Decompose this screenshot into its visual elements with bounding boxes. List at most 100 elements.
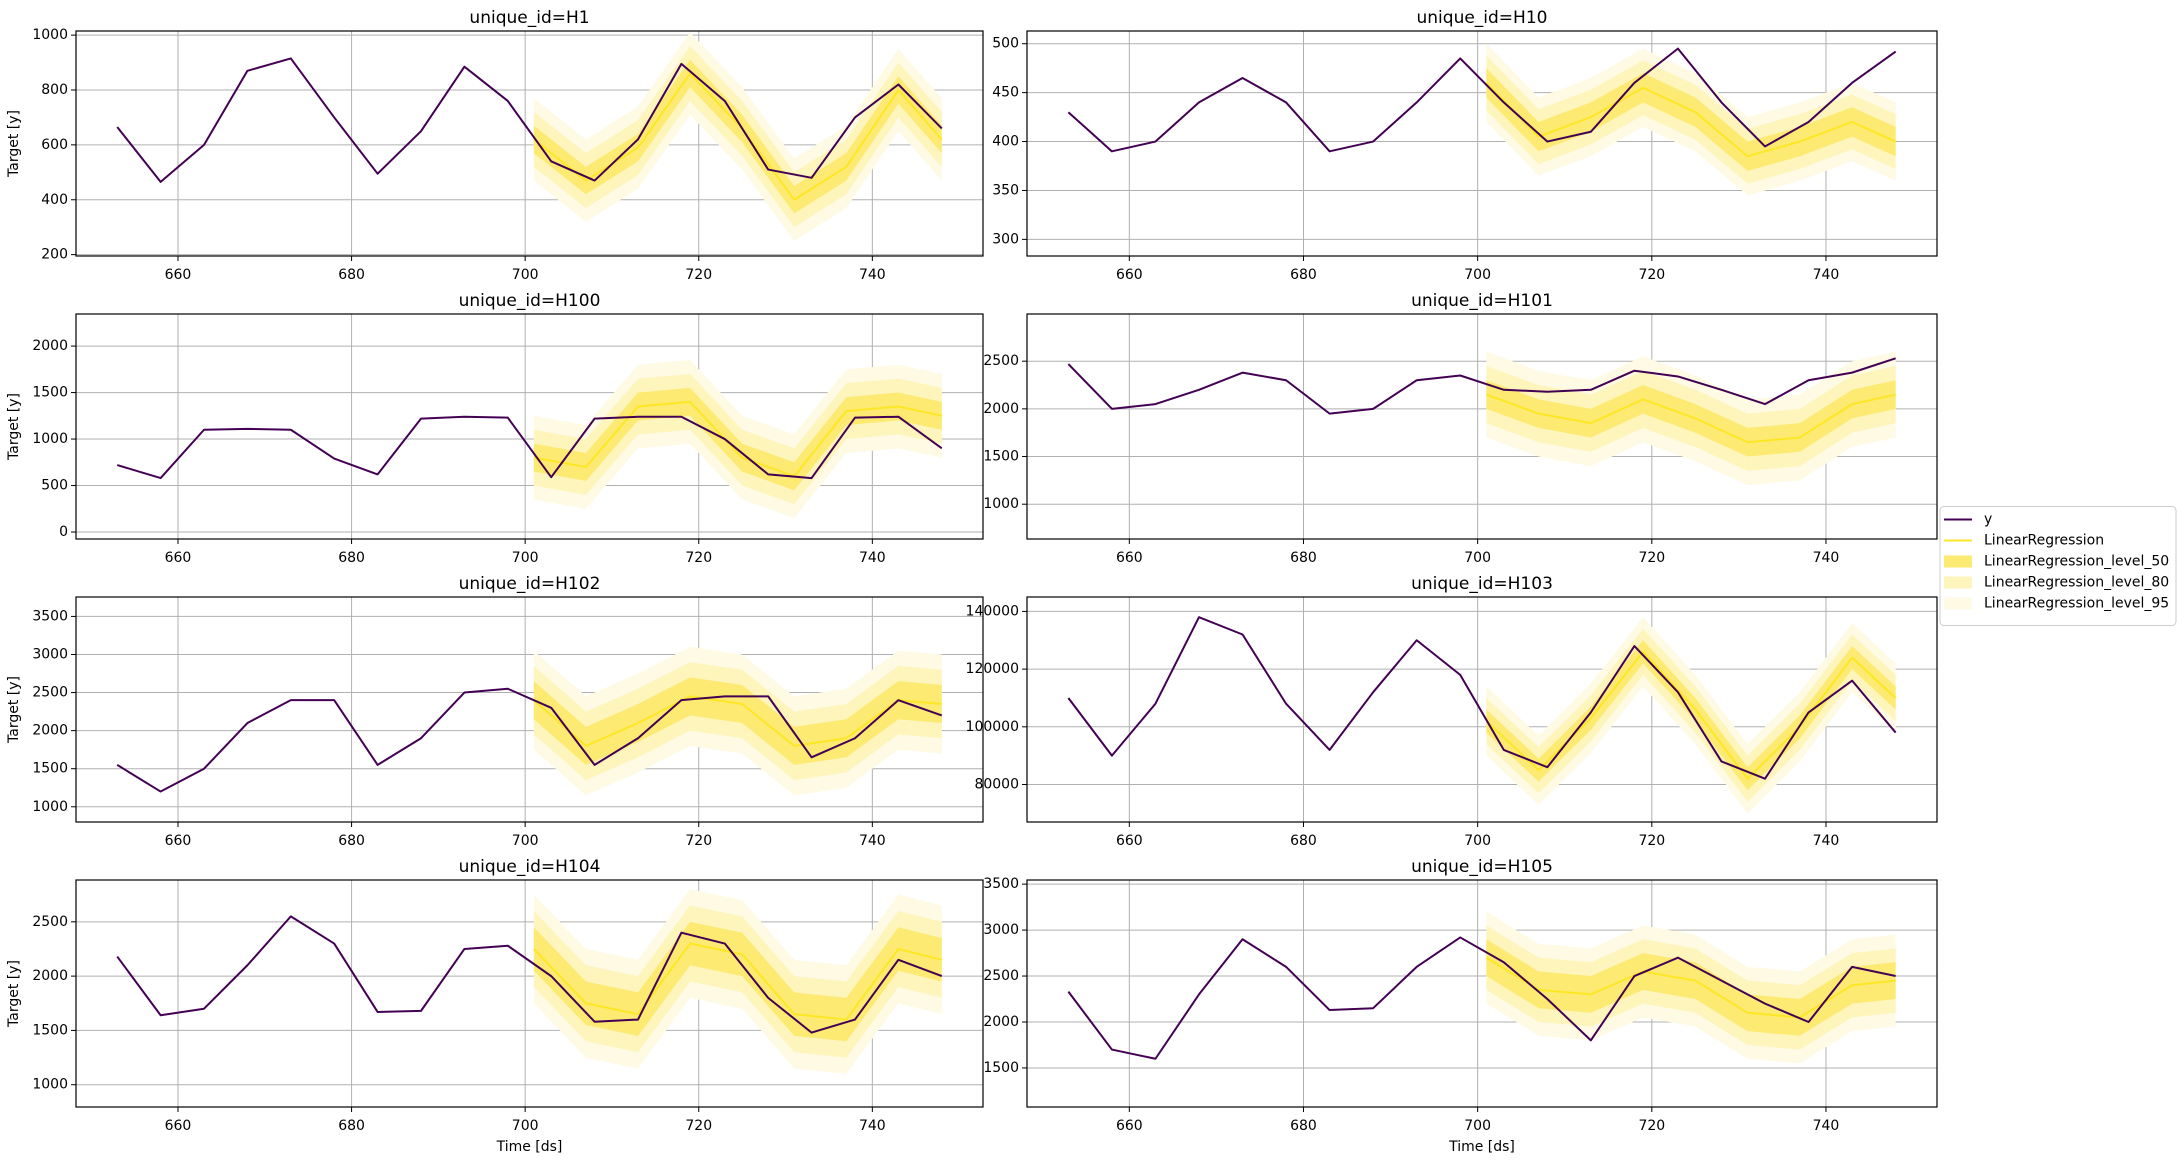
y-tick-label: 600 <box>41 137 68 153</box>
y-tick-label: 2000 <box>983 1014 1019 1030</box>
x-tick-label: 700 <box>1464 1118 1491 1134</box>
series-line <box>116 57 943 183</box>
axes-frame <box>75 313 984 540</box>
y-tick-label: 2000 <box>32 338 68 354</box>
x-tick-label: 740 <box>1813 833 1840 849</box>
interval-band <box>1486 68 1896 171</box>
axes-frame <box>1026 313 1938 540</box>
subplot-title: unique_id=H105 <box>1411 857 1553 877</box>
series-line <box>1067 936 1896 1060</box>
y-tick-label: 2500 <box>32 685 68 701</box>
y-tick-label: 450 <box>992 85 1019 101</box>
y-tick-label: 800 <box>41 82 68 98</box>
subplot: 660 680 700 720 740 200 400 600 800 1000 unique_id… <box>6 8 984 283</box>
y-tick-label: 1000 <box>32 799 68 815</box>
x-tick-label: 680 <box>338 267 365 283</box>
x-tick-label: 680 <box>338 550 365 566</box>
y-tick-label: 80000 <box>974 777 1019 793</box>
subplot: 660 680 700 720 740 80000 100000 120000 140000 un… <box>966 574 1938 849</box>
x-tick-label: 660 <box>165 1118 192 1134</box>
subplot-title: unique_id=H1 <box>469 8 589 28</box>
x-tick-label: 660 <box>1116 1118 1143 1134</box>
subplot: 660 680 700 720 740 300 350 400 450 500 unique_id=… <box>992 8 1938 283</box>
x-tick-label: 700 <box>512 550 539 566</box>
subplot: 660 680 700 720 740 1000 1500 2000 2500 unique_id… <box>983 291 1938 566</box>
y-tick-label: 2500 <box>983 968 1019 984</box>
legend-label: LinearRegression_level_50 <box>1984 554 2169 570</box>
x-tick-label: 700 <box>512 267 539 283</box>
x-tick-label: 660 <box>1116 267 1143 283</box>
y-axis-label: Target [y] <box>6 393 22 461</box>
interval-band <box>533 59 942 214</box>
y-tick-label: 1500 <box>983 1060 1019 1076</box>
x-tick-label: 740 <box>1813 267 1840 283</box>
y-tick-label: 500 <box>41 478 68 494</box>
x-tick-label: 700 <box>512 833 539 849</box>
axes-frame <box>1026 596 1938 823</box>
y-axis-label: Target [y] <box>6 676 22 744</box>
x-tick-label: 660 <box>1116 550 1143 566</box>
y-tick-label: 400 <box>41 192 68 208</box>
x-axis-label: Time [ds] <box>1448 1139 1515 1155</box>
series-line <box>116 915 943 1034</box>
x-tick-label: 700 <box>1464 267 1491 283</box>
legend-swatch <box>1944 555 1972 568</box>
series-line <box>1067 616 1897 780</box>
x-tick-label: 720 <box>685 267 712 283</box>
y-tick-label: 2500 <box>983 353 1019 369</box>
y-tick-label: 3000 <box>32 646 68 662</box>
y-tick-label: 300 <box>992 231 1019 247</box>
y-tick-label: 3000 <box>983 922 1019 938</box>
subplot-title: unique_id=H103 <box>1411 574 1553 594</box>
x-tick-label: 740 <box>1813 1118 1840 1134</box>
y-tick-label: 0 <box>59 524 68 540</box>
y-axis-label: Target [y] <box>6 960 22 1028</box>
subplot-title: unique_id=H10 <box>1417 8 1548 28</box>
series-line <box>533 695 942 747</box>
series-line <box>1067 47 1897 153</box>
series-line <box>116 687 943 793</box>
legend-swatch <box>1944 597 1972 610</box>
x-tick-label: 680 <box>1290 550 1317 566</box>
y-tick-label: 2000 <box>983 401 1019 417</box>
series-line <box>1067 357 1896 415</box>
y-tick-label: 500 <box>992 36 1019 52</box>
y-tick-label: 1500 <box>983 449 1019 465</box>
series-line <box>533 400 942 478</box>
x-tick-label: 660 <box>165 833 192 849</box>
y-tick-label: 200 <box>41 247 68 263</box>
y-tick-label: 2500 <box>32 914 68 930</box>
x-axis-label: Time [ds] <box>496 1139 563 1155</box>
interval-band <box>533 921 942 1042</box>
y-tick-label: 1000 <box>32 431 68 447</box>
legend-swatch <box>1944 576 1972 589</box>
y-tick-label: 1500 <box>32 385 68 401</box>
subplot: 660 680 700 720 740 0 500 1000 1500 2000 unique_id… <box>6 291 984 566</box>
interval-band <box>533 677 942 765</box>
y-tick-label: 400 <box>992 134 1019 150</box>
y-tick-label: 140000 <box>966 603 1019 619</box>
x-tick-label: 720 <box>1638 833 1665 849</box>
series-line <box>116 415 943 480</box>
x-tick-label: 720 <box>1638 267 1665 283</box>
x-tick-label: 720 <box>685 833 712 849</box>
y-tick-label: 2000 <box>32 723 68 739</box>
subplot-title: unique_id=H102 <box>459 574 601 594</box>
x-tick-label: 700 <box>1464 550 1491 566</box>
x-tick-label: 700 <box>1464 833 1491 849</box>
subplot-title: unique_id=H104 <box>459 857 601 877</box>
x-tick-label: 740 <box>1813 550 1840 566</box>
interval-band <box>1486 640 1896 791</box>
y-tick-label: 3500 <box>32 608 68 624</box>
subplot: 660 680 700 720 740 1000 1500 2000 2500 unique_id… <box>6 857 984 1155</box>
x-tick-label: 680 <box>1290 833 1317 849</box>
legend-frame <box>1939 506 2177 626</box>
y-tick-label: 100000 <box>966 719 1019 735</box>
series-line <box>1485 82 1897 158</box>
legend-label: LinearRegression <box>1984 533 2104 549</box>
series-line <box>1486 393 1896 444</box>
y-tick-label: 3500 <box>983 876 1019 892</box>
y-tick-label: 1000 <box>32 27 68 43</box>
series-line <box>533 942 943 1021</box>
